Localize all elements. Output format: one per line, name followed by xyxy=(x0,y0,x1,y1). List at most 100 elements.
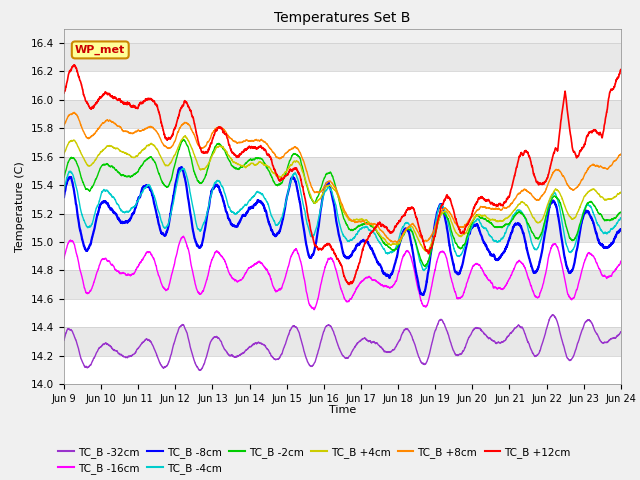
Title: Temperatures Set B: Temperatures Set B xyxy=(274,11,411,25)
TC_B -32cm xyxy=(617,329,625,335)
Bar xyxy=(64,72,621,100)
Bar xyxy=(64,43,621,72)
TC_B -2cm xyxy=(180,137,188,143)
TC_B -16cm xyxy=(499,286,507,292)
TC_B -2cm xyxy=(436,213,444,218)
TC_B -32cm xyxy=(467,331,475,337)
TC_B +12cm xyxy=(436,205,444,211)
Bar xyxy=(64,214,621,242)
TC_B -16cm xyxy=(180,233,188,239)
TC_B -16cm xyxy=(468,267,476,273)
TC_B -8cm xyxy=(616,227,624,233)
TC_B -16cm xyxy=(617,258,625,264)
TC_B +4cm xyxy=(181,133,189,139)
TC_B -4cm xyxy=(499,235,507,240)
Line: TC_B -32cm: TC_B -32cm xyxy=(64,315,621,371)
TC_B +12cm xyxy=(616,68,624,73)
TC_B -8cm xyxy=(499,250,507,256)
TC_B +12cm xyxy=(468,214,476,219)
TC_B -2cm xyxy=(616,210,624,216)
Bar xyxy=(64,156,621,185)
TC_B -2cm xyxy=(468,222,476,228)
Line: TC_B -4cm: TC_B -4cm xyxy=(64,168,621,271)
TC_B -16cm xyxy=(436,249,444,255)
TC_B -16cm xyxy=(310,307,318,312)
TC_B -8cm xyxy=(420,292,428,298)
TC_B +12cm xyxy=(617,67,625,72)
Line: TC_B -2cm: TC_B -2cm xyxy=(64,140,621,266)
TC_B -16cm xyxy=(160,285,168,291)
TC_B +4cm xyxy=(60,151,68,156)
TC_B +8cm xyxy=(394,240,401,245)
TC_B +4cm xyxy=(422,248,429,254)
TC_B -32cm xyxy=(60,337,68,343)
Bar xyxy=(64,356,621,384)
TC_B -2cm xyxy=(322,172,330,178)
TC_B +4cm xyxy=(616,190,624,196)
Legend: TC_B -32cm, TC_B -16cm, TC_B -8cm, TC_B -4cm, TC_B -2cm, TC_B +4cm, TC_B +8cm, T: TC_B -32cm, TC_B -16cm, TC_B -8cm, TC_B … xyxy=(54,443,575,478)
TC_B -32cm xyxy=(550,312,557,318)
TC_B -8cm xyxy=(617,227,625,232)
Line: TC_B +4cm: TC_B +4cm xyxy=(64,136,621,251)
TC_B +12cm xyxy=(499,203,507,208)
Bar xyxy=(64,185,621,214)
TC_B -4cm xyxy=(322,188,330,193)
TC_B +12cm xyxy=(70,62,78,68)
TC_B -4cm xyxy=(617,215,625,221)
TC_B -16cm xyxy=(60,256,68,262)
TC_B +12cm xyxy=(345,282,353,288)
Line: TC_B -8cm: TC_B -8cm xyxy=(64,167,621,295)
TC_B -8cm xyxy=(322,182,330,188)
TC_B +4cm xyxy=(160,160,168,166)
Bar xyxy=(64,100,621,128)
Text: WP_met: WP_met xyxy=(75,45,125,55)
Line: TC_B +8cm: TC_B +8cm xyxy=(64,112,621,242)
TC_B -4cm xyxy=(436,202,444,207)
TC_B +8cm xyxy=(322,181,330,187)
TC_B -8cm xyxy=(60,194,68,200)
TC_B +4cm xyxy=(468,219,476,225)
TC_B +12cm xyxy=(161,131,168,137)
TC_B -2cm xyxy=(160,181,168,187)
TC_B -2cm xyxy=(617,210,625,216)
TC_B -4cm xyxy=(160,225,168,230)
Bar xyxy=(64,270,621,299)
TC_B -4cm xyxy=(179,165,187,171)
TC_B +8cm xyxy=(468,215,476,220)
TC_B -2cm xyxy=(499,224,507,229)
Y-axis label: Temperature (C): Temperature (C) xyxy=(15,161,26,252)
TC_B -8cm xyxy=(177,164,185,170)
Bar xyxy=(64,327,621,356)
TC_B -32cm xyxy=(616,330,624,336)
TC_B +4cm xyxy=(436,213,444,218)
Line: TC_B +12cm: TC_B +12cm xyxy=(64,65,621,285)
TC_B +12cm xyxy=(322,242,330,248)
TC_B -8cm xyxy=(436,202,444,207)
TC_B +8cm xyxy=(617,151,625,157)
TC_B +8cm xyxy=(70,109,78,115)
TC_B -32cm xyxy=(322,324,330,330)
TC_B -2cm xyxy=(60,175,68,180)
Bar xyxy=(64,242,621,270)
X-axis label: Time: Time xyxy=(329,405,356,415)
TC_B +8cm xyxy=(161,143,168,148)
Line: TC_B -16cm: TC_B -16cm xyxy=(64,236,621,310)
TC_B +12cm xyxy=(60,90,68,96)
TC_B -4cm xyxy=(60,187,68,192)
TC_B +8cm xyxy=(499,205,507,211)
TC_B +4cm xyxy=(499,218,507,224)
Bar xyxy=(64,299,621,327)
TC_B -4cm xyxy=(420,268,428,274)
TC_B -32cm xyxy=(436,317,444,323)
TC_B -8cm xyxy=(160,232,168,238)
TC_B -16cm xyxy=(616,260,624,266)
TC_B +8cm xyxy=(616,152,624,157)
TC_B -16cm xyxy=(322,262,330,268)
TC_B -32cm xyxy=(160,365,168,371)
TC_B -2cm xyxy=(421,264,429,269)
TC_B +4cm xyxy=(322,184,330,190)
TC_B +8cm xyxy=(436,210,444,216)
TC_B -4cm xyxy=(468,226,476,231)
TC_B +8cm xyxy=(60,122,68,128)
TC_B +4cm xyxy=(617,189,625,195)
